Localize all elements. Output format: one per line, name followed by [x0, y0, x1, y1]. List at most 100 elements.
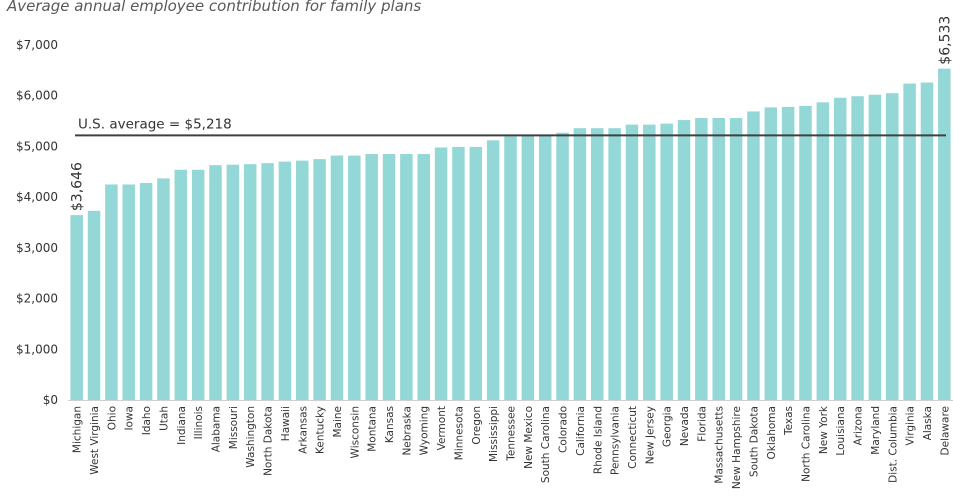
x-tick-label: Minnesota [453, 406, 465, 460]
bar [851, 96, 864, 400]
y-tick-label: $3,000 [16, 241, 58, 255]
x-tick-label: Alabama [211, 406, 223, 452]
bar [556, 132, 569, 400]
x-tick-label: Hawaii [280, 406, 292, 441]
bar [712, 118, 725, 401]
bar [591, 128, 604, 400]
bar [209, 165, 222, 400]
bar [191, 169, 205, 400]
x-tick-label: New Jersey [644, 406, 656, 464]
x-tick-label: Florida [696, 406, 708, 442]
bar [781, 106, 795, 400]
x-tick-label: South Carolina [540, 406, 552, 483]
x-tick-label: Idaho [141, 406, 153, 435]
bar [695, 118, 708, 401]
x-tick-label: New Hampshire [731, 406, 743, 489]
bar [243, 164, 257, 400]
y-tick-label: $2,000 [16, 292, 58, 306]
x-tick-label: Pennsylvania [610, 406, 622, 475]
x-tick-label: Nevada [679, 406, 691, 446]
x-axis-labels: Michigan West Virginia Ohio Iowa Idaho Utah In… [72, 405, 952, 489]
bar [729, 118, 743, 401]
x-tick-label: California [575, 406, 587, 456]
bar [799, 105, 812, 400]
y-tick-label: $5,000 [16, 139, 58, 153]
bar [625, 124, 639, 400]
data-label: $6,533 [937, 16, 953, 65]
x-tick-label: Vermont [436, 406, 448, 450]
bar [886, 93, 899, 400]
bar [868, 94, 882, 400]
bar [764, 107, 778, 400]
x-tick-label: Oklahoma [766, 406, 778, 459]
x-tick-label: North Carolina [801, 406, 813, 482]
x-tick-label: Dist. Columbia [887, 406, 899, 483]
y-tick-label: $6,000 [16, 89, 58, 103]
x-tick-label: South Dakota [748, 406, 760, 477]
x-tick-label: Arizona [853, 406, 865, 445]
x-tick-label: Indiana [176, 406, 188, 445]
x-tick-label: Wisconsin [349, 406, 361, 458]
x-tick-label: Connecticut [627, 406, 639, 469]
bar [261, 163, 274, 400]
chart-title: Average annual employee contribution for… [7, 0, 422, 15]
y-tick-label: $1,000 [16, 342, 58, 356]
x-tick-label: Kentucky [315, 406, 327, 454]
bar [313, 159, 326, 400]
bar [833, 97, 847, 400]
x-tick-label: Arkansas [297, 406, 309, 454]
data-labels: $3,646 $6,533 [70, 16, 953, 211]
x-tick-label: Utah [158, 406, 170, 431]
bar [70, 215, 83, 400]
bar [122, 184, 135, 400]
bar [417, 154, 430, 400]
bar [226, 164, 240, 400]
bar [677, 120, 691, 401]
y-tick-label: $7,000 [16, 38, 58, 52]
bar [469, 146, 483, 400]
x-tick-label: Tennessee [506, 406, 518, 462]
x-tick-label: Maryland [870, 406, 882, 455]
bar [330, 155, 344, 400]
x-tick-label: Mississippi [488, 406, 500, 462]
bar [903, 83, 916, 401]
bar [920, 82, 934, 401]
x-tick-label: Ohio [106, 406, 118, 430]
bar [382, 154, 396, 400]
x-tick-label: Iowa [124, 406, 136, 431]
x-tick-label: Washington [245, 406, 257, 468]
y-tick-label: $4,000 [16, 190, 58, 204]
bar [573, 128, 587, 400]
bar [87, 210, 101, 400]
bar [400, 154, 413, 400]
x-tick-label: Rhode Island [592, 406, 604, 474]
bar [521, 135, 535, 400]
x-tick-label: Texas [783, 406, 795, 436]
x-tick-label: Colorado [558, 406, 570, 453]
x-tick-label: Nebraska [401, 406, 413, 456]
bar [434, 147, 448, 400]
x-tick-label: Wyoming [419, 406, 431, 455]
x-tick-label: Alaska [922, 406, 934, 440]
x-tick-label: Delaware [939, 406, 951, 455]
bar [296, 160, 309, 400]
bar [278, 161, 292, 400]
us-average-label: U.S. average = $5,218 [78, 116, 232, 132]
bar [174, 169, 188, 400]
x-tick-label: Louisiana [835, 406, 847, 456]
bar [660, 123, 673, 400]
bar [747, 111, 760, 400]
x-tick-label: New York [818, 405, 830, 454]
bar [938, 68, 951, 401]
x-tick-label: Georgia [662, 406, 674, 447]
bar [486, 140, 500, 401]
bar [452, 146, 465, 400]
x-tick-label: Missouri [228, 406, 240, 449]
bar [816, 102, 830, 401]
x-tick-label: Virginia [905, 406, 917, 446]
bar [105, 184, 118, 400]
bar [348, 155, 361, 400]
bar [608, 128, 621, 400]
bar [538, 134, 552, 400]
